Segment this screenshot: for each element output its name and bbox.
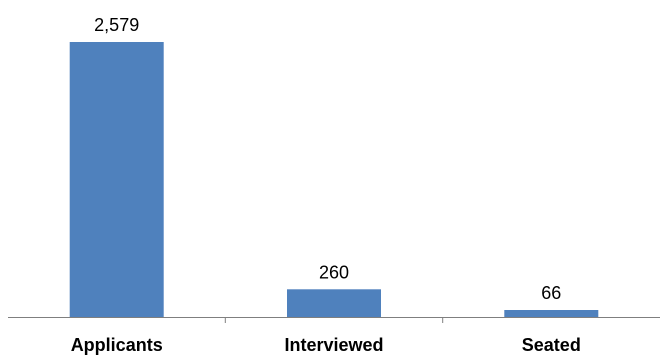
category-label-seated: Seated — [522, 335, 581, 355]
value-label-applicants: 2,579 — [94, 15, 139, 35]
bars-layer — [69, 42, 599, 317]
value-label-seated: 66 — [541, 283, 561, 303]
category-label-interviewed: Interviewed — [284, 335, 383, 355]
bar-interviewed — [287, 289, 381, 317]
category-label-applicants: Applicants — [71, 335, 163, 355]
bar-seated — [504, 310, 599, 317]
value-label-interviewed: 260 — [319, 262, 349, 282]
value-labels-layer: 2,579 260 66 — [94, 15, 561, 303]
category-labels-layer: Applicants Interviewed Seated — [71, 335, 581, 355]
x-axis — [8, 317, 660, 323]
bar-applicants — [69, 42, 164, 317]
